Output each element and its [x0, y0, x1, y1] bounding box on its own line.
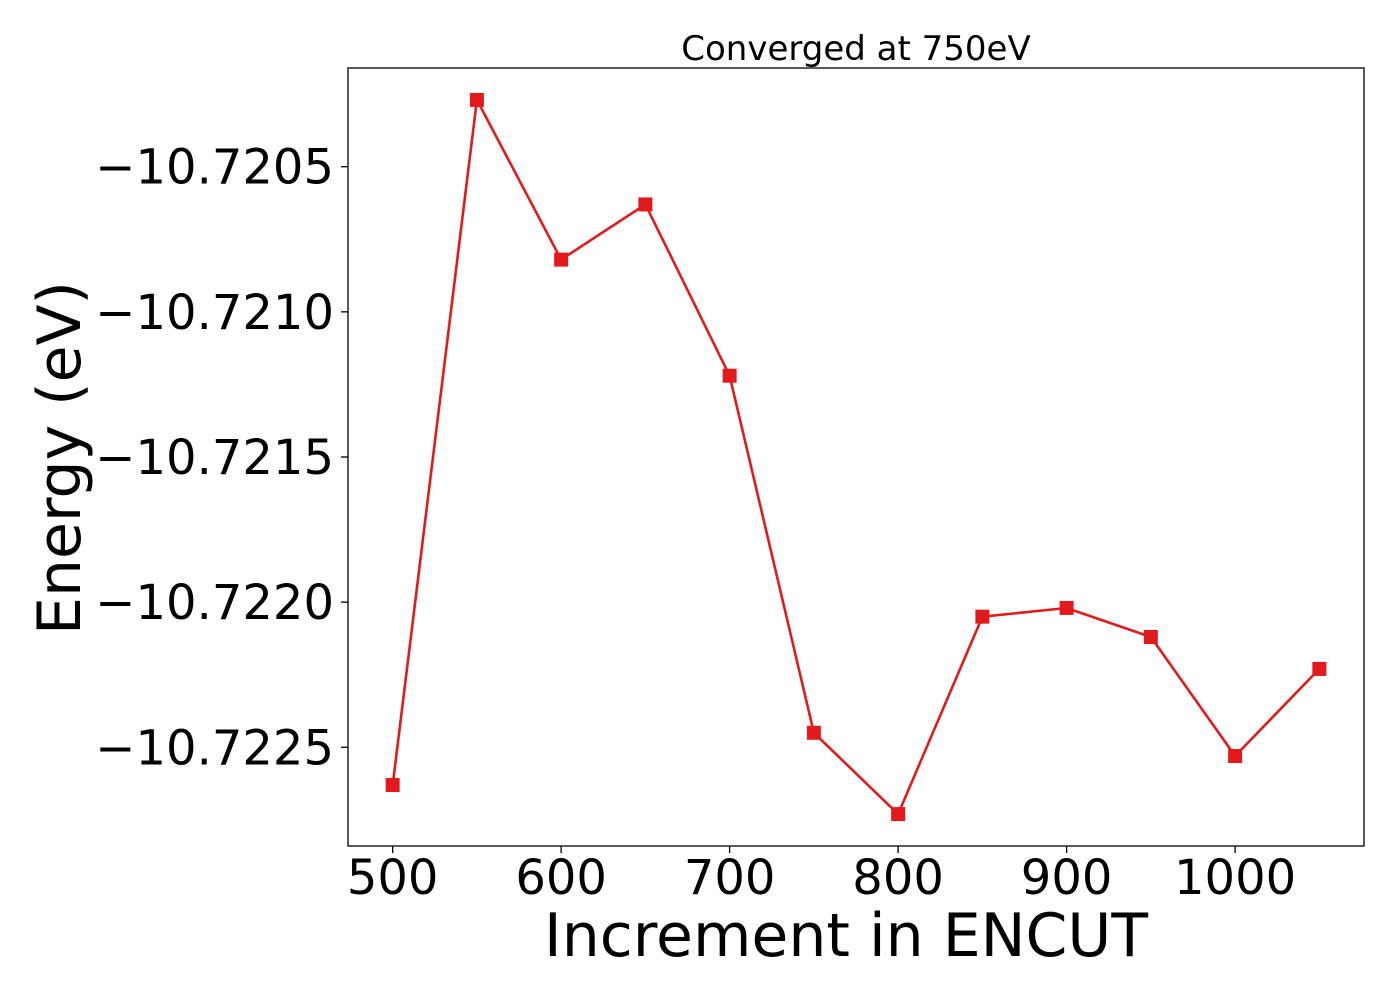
data-point [638, 197, 653, 212]
x-tick-label: 700 [684, 850, 776, 906]
chart-title: Converged at 750eV [681, 29, 1030, 69]
data-point [1143, 629, 1158, 644]
x-axis: 500 600 700 800 900 1000 [347, 846, 1296, 906]
x-tick-label: 600 [515, 850, 607, 906]
data-point [1312, 661, 1327, 676]
data-point [975, 609, 990, 624]
x-tick-label: 1000 [1174, 850, 1296, 906]
series-layer [385, 92, 1327, 822]
y-tick-label: −10.7215 [95, 430, 334, 486]
data-point [1228, 749, 1243, 764]
y-tick-label: −10.7225 [95, 720, 334, 776]
data-point [806, 725, 821, 740]
x-tick-label: 500 [347, 850, 439, 906]
x-axis-label: Increment in ENCUT [544, 901, 1148, 971]
data-point [385, 778, 400, 793]
y-tick-label: −10.7210 [95, 285, 334, 341]
series-line [391, 98, 1321, 816]
data-point [554, 252, 569, 267]
data-point [1059, 600, 1074, 615]
data-point [469, 92, 484, 107]
y-tick-label: −10.7220 [95, 575, 334, 631]
y-axis: −10.7205 −10.7210 −10.7215 −10.7220 −10.7225 [95, 140, 348, 776]
x-tick-label: 900 [1021, 850, 1113, 906]
y-axis-label: Energy (eV) [25, 281, 95, 635]
data-point [891, 807, 906, 822]
x-tick-label: 800 [852, 850, 944, 906]
y-tick-label: −10.7205 [95, 140, 334, 196]
data-point [722, 368, 737, 383]
